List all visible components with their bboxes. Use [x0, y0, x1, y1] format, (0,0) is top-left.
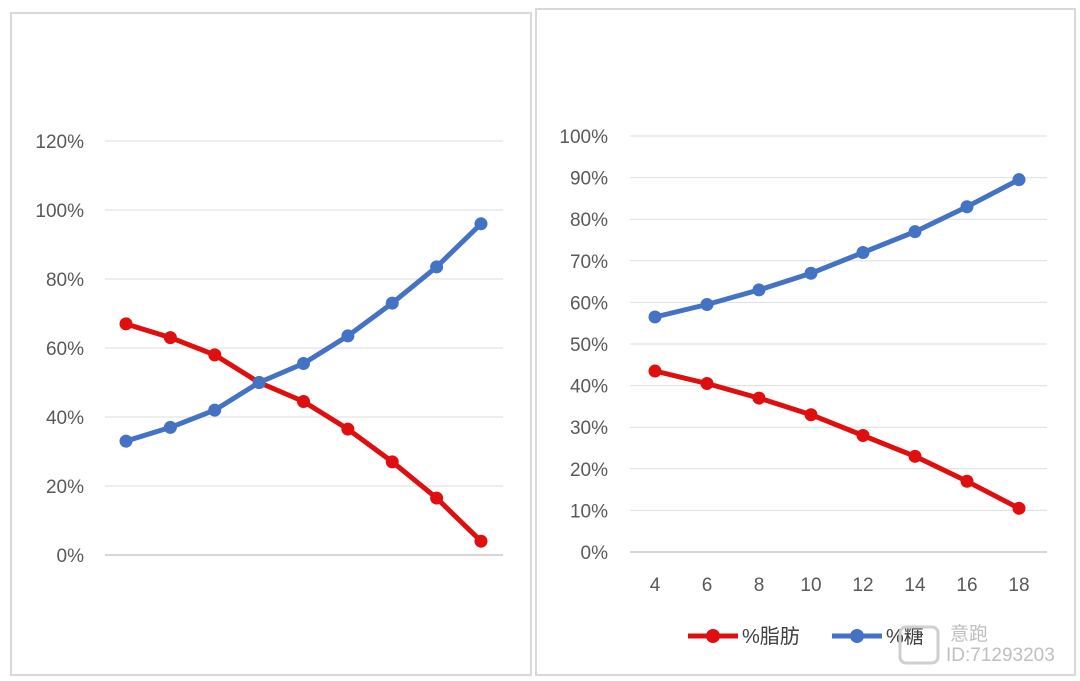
- x-tick-label: 10: [800, 575, 821, 596]
- x-tick-label: 12: [852, 575, 873, 596]
- x-tick-label: 4: [650, 575, 661, 596]
- data-point: [700, 377, 714, 391]
- data-point: [856, 245, 870, 259]
- watermark-logo-icon: [898, 625, 940, 665]
- y-tick-label: 60%: [46, 339, 84, 360]
- left-line-chart: 0% 20% 40% 60% 80% 100% 120%: [35, 132, 503, 567]
- series-line-0: [123, 321, 484, 544]
- y-tick-label: 0%: [581, 543, 609, 564]
- data-point: [804, 266, 818, 280]
- data-point: [648, 310, 662, 324]
- data-point: [119, 317, 133, 331]
- series-line-0: [652, 368, 1022, 511]
- y-tick-label: 50%: [570, 335, 608, 356]
- y-tick-label: 0%: [57, 546, 85, 567]
- data-point: [752, 283, 766, 297]
- right-chart-panel: [535, 8, 1076, 676]
- data-point: [856, 429, 870, 443]
- data-point: [297, 357, 310, 371]
- data-point: [119, 434, 133, 448]
- data-point: [908, 449, 922, 463]
- data-point: [700, 297, 714, 311]
- y-tick-label: 40%: [570, 377, 608, 398]
- y-tick-label: 80%: [46, 270, 84, 291]
- legend-label-sugar: %糖: [886, 625, 924, 648]
- data-point: [430, 260, 444, 274]
- data-point: [297, 394, 310, 408]
- y-tick-label: 20%: [570, 460, 608, 481]
- data-point: [804, 408, 818, 422]
- data-point: [1012, 173, 1026, 187]
- data-point: [1012, 501, 1026, 515]
- data-point: [752, 391, 766, 405]
- data-point: [208, 348, 222, 362]
- y-tick-label: 80%: [570, 210, 608, 231]
- y-tick-label: 10%: [570, 501, 608, 522]
- left-chart-panel: [10, 12, 532, 676]
- chart-legend: %脂肪 %糖: [688, 625, 924, 648]
- y-tick-label: 60%: [570, 293, 608, 314]
- x-tick-label: 6: [702, 575, 713, 596]
- data-point: [474, 534, 488, 548]
- y-tick-label: 90%: [570, 169, 608, 190]
- data-point: [341, 422, 355, 436]
- legend-marker-sugar: [850, 629, 864, 643]
- y-tick-label: 120%: [35, 132, 84, 153]
- y-tick-label: 100%: [559, 127, 608, 148]
- data-point: [385, 455, 399, 469]
- data-point: [208, 403, 222, 417]
- watermark-id: ID:71293203: [946, 645, 1055, 666]
- data-point: [385, 296, 399, 310]
- watermark-name: 意跑: [950, 623, 988, 645]
- data-point: [252, 376, 266, 389]
- x-tick-label: 8: [754, 575, 765, 596]
- data-point: [960, 474, 974, 488]
- legend-label-fat: %脂肪: [742, 625, 800, 648]
- y-tick-label: 40%: [46, 408, 84, 429]
- data-point: [163, 420, 177, 434]
- data-point: [430, 491, 444, 505]
- y-tick-label: 30%: [570, 418, 608, 439]
- x-tick-label: 16: [956, 575, 977, 596]
- watermark: 意跑 ID:71293203: [898, 623, 1055, 666]
- data-point: [341, 329, 355, 343]
- x-tick-label: 14: [904, 575, 926, 596]
- y-tick-label: 70%: [570, 252, 608, 273]
- y-tick-label: 20%: [46, 477, 84, 498]
- data-point: [908, 225, 922, 239]
- data-point: [163, 331, 177, 345]
- legend-marker-fat: [706, 629, 720, 643]
- series-line-1: [123, 221, 484, 444]
- series-line-1: [652, 177, 1022, 320]
- right-line-chart: %脂肪 %糖 0% 10% 20% 30% 40% 50% 60% 70% 80% 90% 100%…: [559, 127, 1047, 648]
- data-point: [648, 364, 662, 378]
- data-point: [474, 217, 488, 231]
- x-tick-label: 18: [1008, 575, 1029, 596]
- data-point: [960, 200, 974, 214]
- y-tick-label: 100%: [35, 201, 84, 222]
